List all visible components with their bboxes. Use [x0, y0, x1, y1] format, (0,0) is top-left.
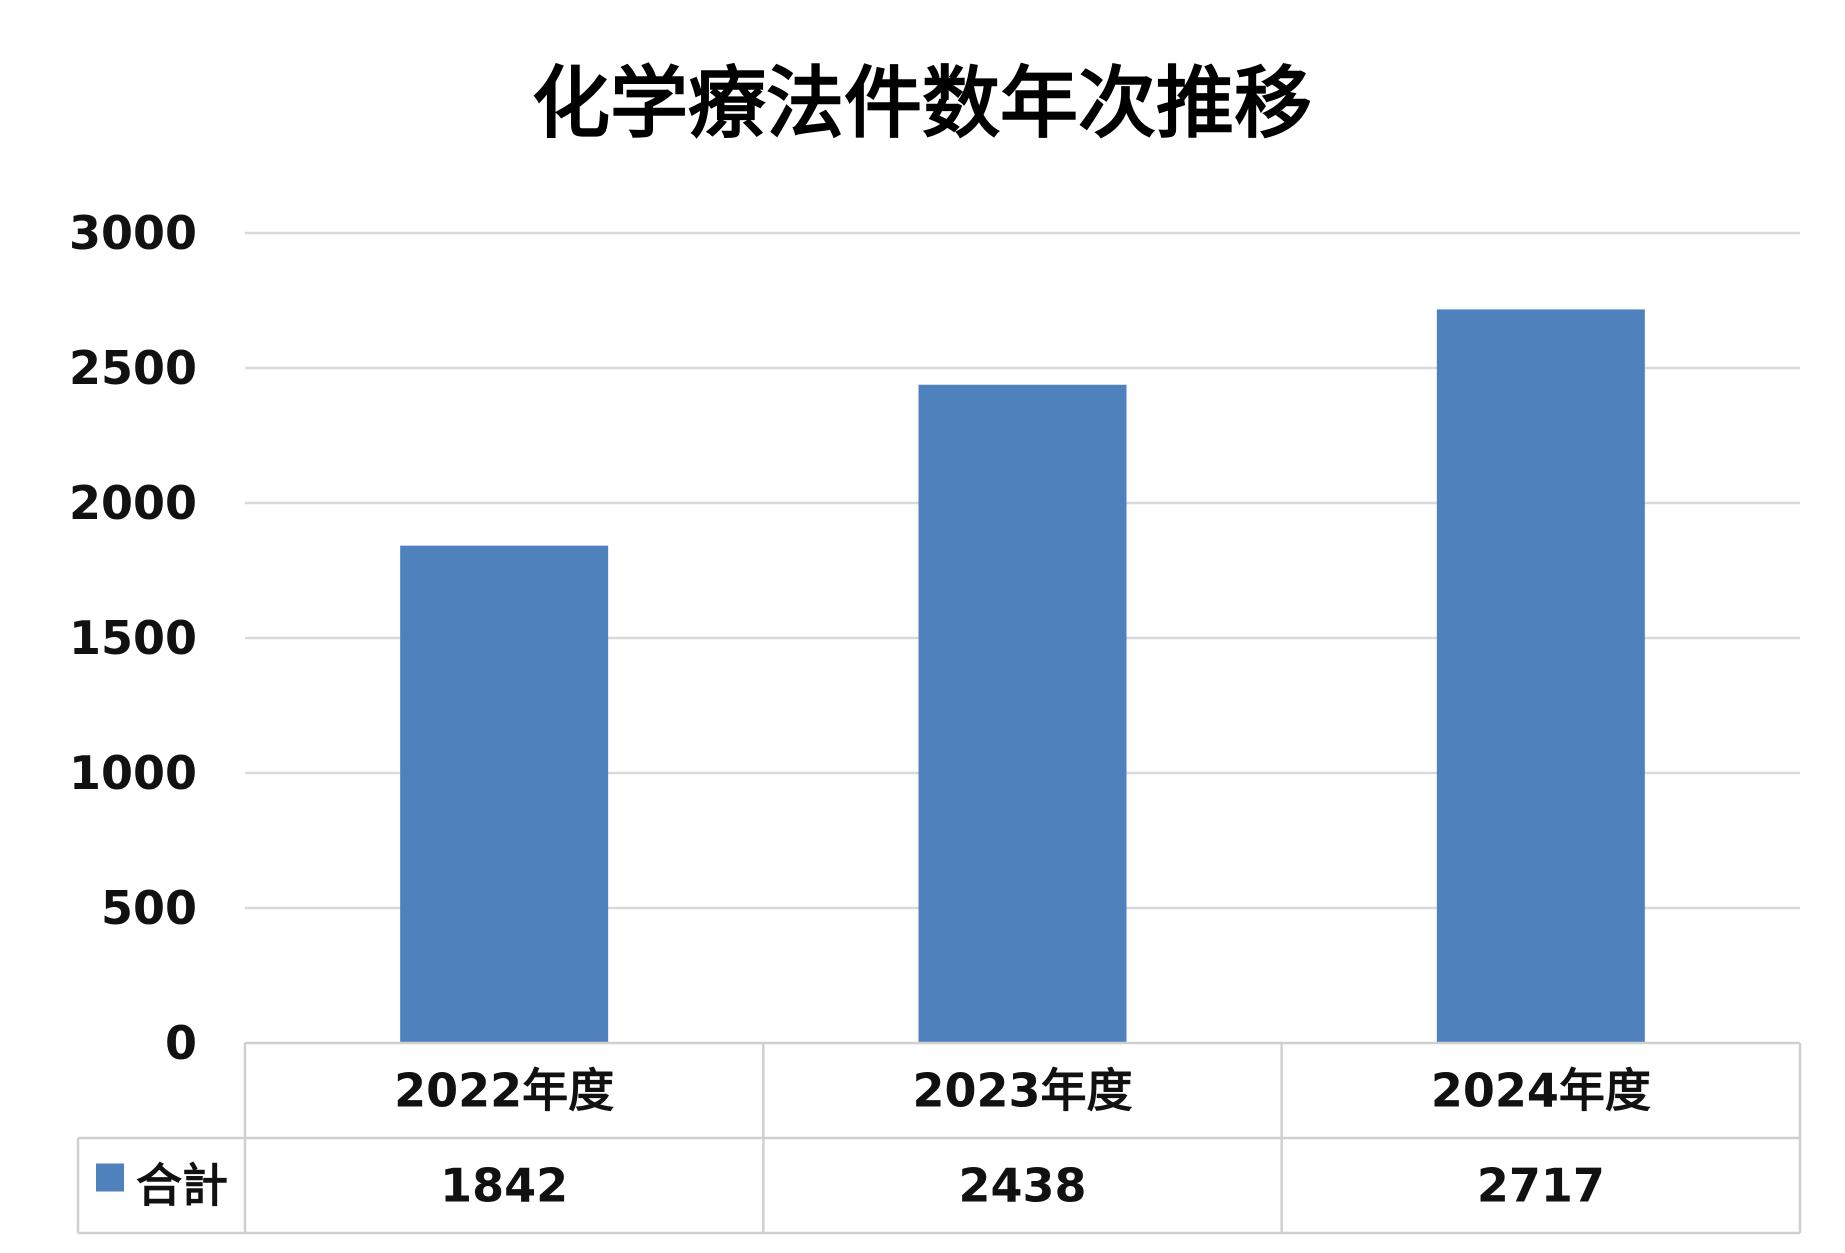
y-tick-label: 500 — [101, 881, 197, 935]
y-tick-label: 0 — [165, 1016, 197, 1070]
y-tick-label: 1000 — [69, 746, 197, 800]
y-axis-ticks: 0 500 1000 1500 2000 2500 3000 — [69, 206, 197, 1070]
chart-title: 化学療法件数年次推移 — [532, 59, 1312, 149]
x-category-label: 2022年度 — [394, 1064, 614, 1118]
data-table-value: 1842 — [440, 1159, 568, 1213]
data-table-value: 2438 — [958, 1159, 1086, 1213]
legend-swatch — [96, 1163, 124, 1192]
bar — [1436, 309, 1645, 1043]
y-tick-label: 2500 — [69, 341, 197, 395]
y-tick-label: 1500 — [69, 611, 197, 665]
legend-label: 合計 — [136, 1159, 228, 1213]
bars — [400, 309, 1645, 1043]
x-category-label: 2023年度 — [912, 1064, 1132, 1118]
data-table: 2022年度 1842 2023年度 2438 2024年度 2717 合計 — [76, 1041, 1802, 1235]
data-table-value: 2717 — [1477, 1159, 1605, 1213]
y-tick-label: 2000 — [69, 476, 197, 530]
x-category-label: 2024年度 — [1431, 1064, 1651, 1118]
bar — [400, 545, 609, 1043]
bar — [918, 384, 1127, 1043]
y-tick-label: 3000 — [69, 206, 197, 260]
